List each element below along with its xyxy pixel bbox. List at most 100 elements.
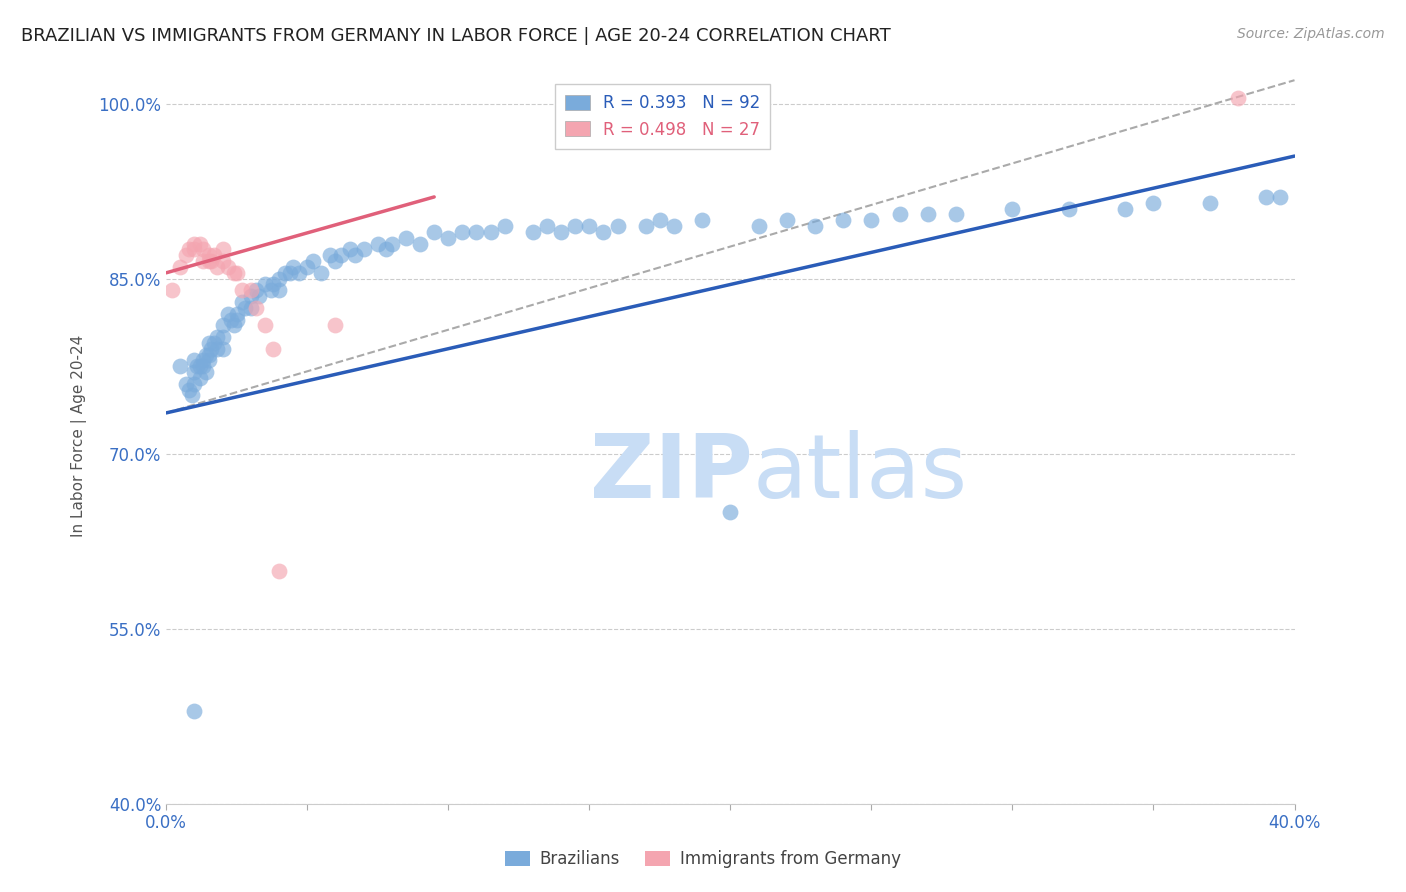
- Point: [211, 342, 233, 356]
- Point: [494, 219, 516, 233]
- Point: [200, 254, 222, 268]
- Point: [191, 353, 214, 368]
- Point: [479, 225, 502, 239]
- Point: [267, 283, 290, 297]
- Point: [889, 207, 911, 221]
- Point: [183, 353, 205, 368]
- Point: [174, 248, 197, 262]
- Point: [239, 289, 262, 303]
- Point: [564, 219, 586, 233]
- Point: [194, 347, 217, 361]
- Point: [297, 260, 319, 274]
- Point: [188, 236, 211, 251]
- Point: [247, 289, 270, 303]
- Point: [183, 376, 205, 391]
- Point: [197, 248, 219, 262]
- Point: [211, 330, 233, 344]
- Point: [197, 335, 219, 350]
- Point: [239, 301, 262, 315]
- Point: [205, 330, 228, 344]
- Point: [662, 219, 685, 233]
- Text: atlas: atlas: [754, 430, 969, 516]
- Y-axis label: In Labor Force | Age 20-24: In Labor Force | Age 20-24: [72, 335, 87, 537]
- Point: [718, 505, 741, 519]
- Point: [239, 283, 262, 297]
- Point: [267, 564, 290, 578]
- Point: [160, 283, 183, 297]
- Point: [262, 342, 284, 356]
- Point: [197, 353, 219, 368]
- Point: [183, 365, 205, 379]
- Point: [1270, 190, 1292, 204]
- Point: [205, 260, 228, 274]
- Point: [225, 266, 247, 280]
- Point: [197, 254, 219, 268]
- Point: [219, 312, 242, 326]
- Point: [423, 225, 446, 239]
- Point: [1256, 190, 1278, 204]
- Point: [288, 266, 311, 280]
- Point: [375, 243, 398, 257]
- Point: [325, 254, 347, 268]
- Point: [262, 277, 284, 292]
- Point: [194, 365, 217, 379]
- Point: [804, 219, 827, 233]
- Point: [253, 318, 276, 333]
- Point: [191, 254, 214, 268]
- Point: [860, 213, 883, 227]
- Legend: R = 0.393   N = 92, R = 0.498   N = 27: R = 0.393 N = 92, R = 0.498 N = 27: [555, 84, 770, 149]
- Point: [395, 231, 418, 245]
- Point: [522, 225, 544, 239]
- Point: [169, 359, 191, 374]
- Point: [1199, 195, 1222, 210]
- Point: [550, 225, 572, 239]
- Point: [191, 243, 214, 257]
- Point: [245, 301, 267, 315]
- Point: [945, 207, 967, 221]
- Point: [748, 219, 770, 233]
- Text: ZIP: ZIP: [591, 430, 754, 516]
- Point: [302, 254, 325, 268]
- Point: [169, 260, 191, 274]
- Point: [202, 248, 225, 262]
- Point: [200, 342, 222, 356]
- Point: [217, 307, 239, 321]
- Point: [776, 213, 799, 227]
- Point: [437, 231, 460, 245]
- Point: [183, 704, 205, 718]
- Point: [592, 225, 614, 239]
- Point: [259, 283, 281, 297]
- Point: [222, 266, 245, 280]
- Point: [690, 213, 713, 227]
- Point: [381, 236, 404, 251]
- Point: [222, 318, 245, 333]
- Point: [191, 359, 214, 374]
- Point: [325, 318, 347, 333]
- Point: [1001, 202, 1024, 216]
- Point: [180, 388, 202, 402]
- Point: [188, 359, 211, 374]
- Point: [211, 254, 233, 268]
- Point: [1114, 202, 1136, 216]
- Point: [245, 283, 267, 297]
- Point: [197, 347, 219, 361]
- Point: [183, 236, 205, 251]
- Legend: Brazilians, Immigrants from Germany: Brazilians, Immigrants from Germany: [498, 844, 908, 875]
- Point: [177, 383, 200, 397]
- Point: [409, 236, 432, 251]
- Point: [225, 312, 247, 326]
- Point: [648, 213, 671, 227]
- Point: [202, 335, 225, 350]
- Point: [273, 266, 295, 280]
- Point: [217, 260, 239, 274]
- Point: [319, 248, 342, 262]
- Point: [253, 277, 276, 292]
- Point: [231, 295, 253, 310]
- Point: [211, 243, 233, 257]
- Point: [281, 260, 304, 274]
- Point: [174, 376, 197, 391]
- Point: [1142, 195, 1164, 210]
- Point: [353, 243, 375, 257]
- Point: [188, 371, 211, 385]
- Point: [267, 271, 290, 285]
